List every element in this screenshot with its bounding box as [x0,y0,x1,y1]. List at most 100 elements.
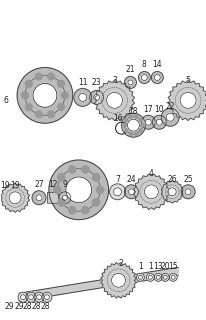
Circle shape [124,76,136,88]
Circle shape [146,273,153,281]
Text: 10: 10 [154,105,163,114]
Circle shape [92,174,99,181]
Circle shape [138,275,142,279]
Circle shape [111,273,125,287]
Polygon shape [19,268,177,301]
Circle shape [17,68,73,123]
Text: 19: 19 [10,181,20,190]
Circle shape [180,185,194,199]
Text: 18: 18 [128,107,138,116]
Circle shape [35,111,42,118]
Text: 22: 22 [165,102,174,111]
Circle shape [57,80,64,87]
Polygon shape [1,183,29,212]
Circle shape [140,124,143,127]
Circle shape [136,273,144,281]
Circle shape [121,113,145,137]
Circle shape [89,91,103,104]
Circle shape [96,186,103,194]
Circle shape [106,92,122,108]
Circle shape [42,292,52,302]
Circle shape [145,119,151,125]
Circle shape [32,191,46,205]
Circle shape [134,132,137,135]
Text: 9: 9 [62,180,67,189]
Text: 19: 19 [0,181,10,190]
Circle shape [163,275,166,279]
Circle shape [151,72,163,84]
Circle shape [153,273,162,281]
Text: 29: 29 [14,302,24,311]
Circle shape [36,195,42,201]
Circle shape [141,75,147,80]
Text: 29: 29 [4,302,14,311]
Circle shape [124,118,127,122]
Circle shape [138,118,142,122]
Polygon shape [133,174,168,210]
Polygon shape [94,80,134,121]
Text: 28: 28 [22,302,32,311]
Circle shape [78,93,86,101]
Polygon shape [160,180,182,203]
Circle shape [122,124,125,127]
Circle shape [138,72,150,84]
FancyBboxPatch shape [47,192,58,203]
Circle shape [160,108,178,126]
Circle shape [156,119,162,125]
Circle shape [62,195,67,200]
Circle shape [26,292,36,302]
Circle shape [48,73,54,80]
Text: 17: 17 [143,105,152,114]
Circle shape [127,80,132,85]
Circle shape [81,206,89,214]
Circle shape [124,129,127,132]
Circle shape [109,184,125,200]
Circle shape [57,104,64,110]
Circle shape [152,115,165,129]
Circle shape [25,104,32,110]
Circle shape [167,188,175,196]
Circle shape [156,275,159,279]
Circle shape [54,186,61,194]
Circle shape [184,189,190,195]
Text: 3: 3 [112,76,116,85]
Circle shape [153,75,159,80]
Circle shape [170,275,174,279]
Text: 1: 1 [147,262,152,271]
Text: 4: 4 [148,169,153,179]
Circle shape [169,273,176,281]
Text: 8: 8 [141,60,146,69]
Circle shape [73,88,91,106]
Circle shape [48,111,54,118]
Circle shape [179,92,195,108]
Text: 15: 15 [167,262,177,271]
Circle shape [34,292,44,302]
Circle shape [129,132,132,135]
Text: 12: 12 [48,180,57,189]
Circle shape [61,92,68,99]
Circle shape [160,273,169,281]
Circle shape [21,295,26,300]
Circle shape [49,160,108,220]
Text: 23: 23 [91,78,101,87]
Circle shape [68,206,75,214]
Circle shape [68,166,75,173]
Circle shape [148,275,152,279]
Circle shape [18,292,28,302]
Circle shape [113,188,121,196]
Circle shape [144,185,158,199]
Circle shape [165,113,173,121]
Circle shape [93,94,99,100]
Text: 6: 6 [4,96,9,105]
Circle shape [92,199,99,206]
Circle shape [44,295,49,300]
Circle shape [35,73,42,80]
Text: 28: 28 [40,302,49,311]
Text: 5: 5 [185,76,190,85]
Text: 16: 16 [112,114,122,123]
Text: 2: 2 [118,259,122,268]
Circle shape [127,119,139,131]
Circle shape [33,84,57,107]
Circle shape [9,192,21,204]
Circle shape [124,185,138,199]
